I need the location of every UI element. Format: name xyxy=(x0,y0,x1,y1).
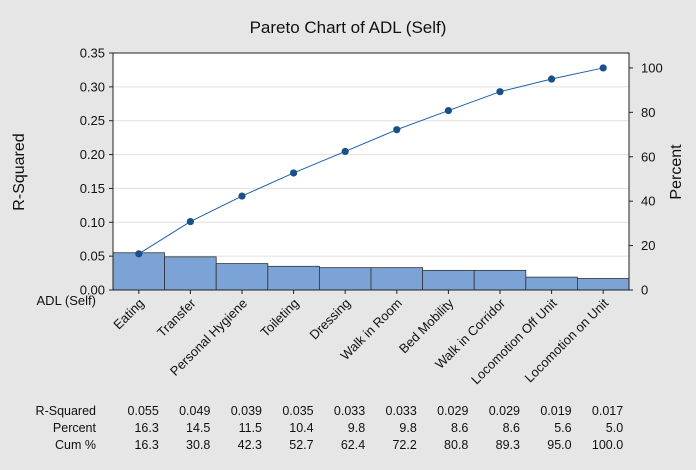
bar xyxy=(267,265,320,291)
y2-tick-label: 0 xyxy=(641,283,648,298)
table-cell: 95.0 xyxy=(547,438,571,452)
cum-line xyxy=(138,67,604,255)
plot-frame xyxy=(112,52,630,291)
y-tick-label: 0.30 xyxy=(80,79,105,94)
table-cell: 0.055 xyxy=(128,404,159,418)
table-cell: 0.033 xyxy=(386,404,417,418)
y2-tick-label: 80 xyxy=(641,105,655,120)
table-cell: 8.6 xyxy=(503,421,520,435)
x-tick-label: Eating xyxy=(110,296,147,333)
table-cell: 9.8 xyxy=(348,421,365,435)
table-cell: 89.3 xyxy=(496,438,520,452)
bar xyxy=(473,269,527,291)
chart-title: Pareto Chart of ADL (Self) xyxy=(250,18,447,37)
table-cell: 0.029 xyxy=(489,404,520,418)
table-cell: 11.5 xyxy=(239,421,262,435)
table-cell: 9.8 xyxy=(399,421,416,435)
table-row-label: Percent xyxy=(53,421,97,435)
y2-tick-label: 100 xyxy=(641,60,663,75)
table-cell: 30.8 xyxy=(186,438,210,452)
cum-point xyxy=(135,250,143,258)
cum-point xyxy=(238,192,246,200)
table-cell: 16.3 xyxy=(134,438,158,452)
table-cell: 62.4 xyxy=(341,438,365,452)
table-cell: 80.8 xyxy=(444,438,468,452)
cum-point xyxy=(290,169,298,177)
y2-tick-label: 20 xyxy=(641,238,655,253)
table-cell: 10.4 xyxy=(289,421,313,435)
y-tick-label: 0.35 xyxy=(80,46,105,61)
y-tick-label: 0.00 xyxy=(80,283,105,298)
table-cell: 5.6 xyxy=(554,421,571,435)
table-cell: 8.6 xyxy=(451,421,468,435)
cum-point xyxy=(444,106,452,115)
table-cell: 0.033 xyxy=(334,404,365,418)
bar xyxy=(525,276,578,291)
table-cell: 5.0 xyxy=(606,421,623,435)
bar xyxy=(215,263,269,291)
bar xyxy=(370,267,423,291)
bar xyxy=(577,278,630,291)
cum-point xyxy=(186,218,194,226)
data-table: R-Squared 0.055 0.049 0.039 0.035 0.033 0.033 0… xyxy=(36,404,624,452)
table-cell: 0.039 xyxy=(231,404,262,418)
table-cell: 14.5 xyxy=(186,421,210,435)
cum-point xyxy=(393,126,401,134)
y2-tick-label: 60 xyxy=(641,149,655,164)
y-tick-label: 0.15 xyxy=(80,181,105,196)
x-tick-label: Dressing xyxy=(306,296,353,343)
y-tick-label: 0.20 xyxy=(80,147,105,162)
cum-point xyxy=(341,147,349,156)
y-tick-label: 0.25 xyxy=(80,113,105,128)
y-tick-label: 0.05 xyxy=(80,249,105,264)
table-row-label: Cum % xyxy=(55,438,96,452)
table-cell: 42.3 xyxy=(238,438,262,452)
table-cell: 0.029 xyxy=(437,404,468,418)
y-axis-label: R-Squared xyxy=(11,133,28,210)
bar xyxy=(422,269,475,291)
x-tick-label: Transfer xyxy=(154,295,199,340)
right-axis-ticks: 0 20 40 60 80 100 xyxy=(629,60,663,298)
table-cell: 100.0 xyxy=(592,438,623,452)
table-cell: 0.017 xyxy=(592,404,623,418)
table-cell: 72.2 xyxy=(392,438,416,452)
cumulative-line xyxy=(135,64,607,258)
table-row-label: R-Squared xyxy=(36,404,96,418)
plot-area xyxy=(113,53,629,290)
x-axis-label: ADL (Self) xyxy=(37,293,96,308)
table-cell: 0.049 xyxy=(179,404,210,418)
y2-axis-label: Percent xyxy=(668,144,685,200)
bar xyxy=(318,267,372,291)
cum-point xyxy=(599,64,607,72)
table-cell: 16.3 xyxy=(134,421,158,435)
x-tick-label: Toileting xyxy=(257,296,301,340)
left-axis-ticks: 0.00 0.05 0.10 0.15 0.20 0.25 0.30 0.35 xyxy=(80,46,113,298)
y2-tick-label: 40 xyxy=(641,194,655,209)
cum-point xyxy=(496,88,504,96)
table-cell: 0.035 xyxy=(282,404,313,418)
cum-point xyxy=(548,75,556,83)
bar xyxy=(164,256,217,291)
table-cell: 52.7 xyxy=(289,438,313,452)
x-tick-label: Locomotion Off Unit xyxy=(468,295,560,387)
y-tick-label: 0.10 xyxy=(80,215,105,230)
bar xyxy=(112,252,165,291)
table-cell: 0.019 xyxy=(540,404,571,418)
